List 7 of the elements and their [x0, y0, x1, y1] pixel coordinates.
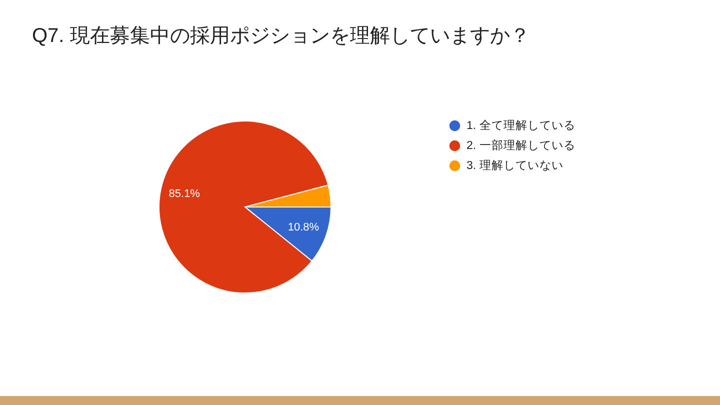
pie-slice — [158, 120, 329, 294]
chart-title: Q7. 現在募集中の採用ポジションを理解していますか？ — [32, 25, 530, 47]
legend-label: 3. 理解していない — [466, 158, 564, 172]
legend-label: 2. 一部理解している — [466, 138, 576, 152]
data-label: 85.1% — [168, 188, 200, 200]
data-label: 10.8% — [288, 222, 320, 234]
legend-label: 1. 全て理解している — [466, 118, 576, 132]
